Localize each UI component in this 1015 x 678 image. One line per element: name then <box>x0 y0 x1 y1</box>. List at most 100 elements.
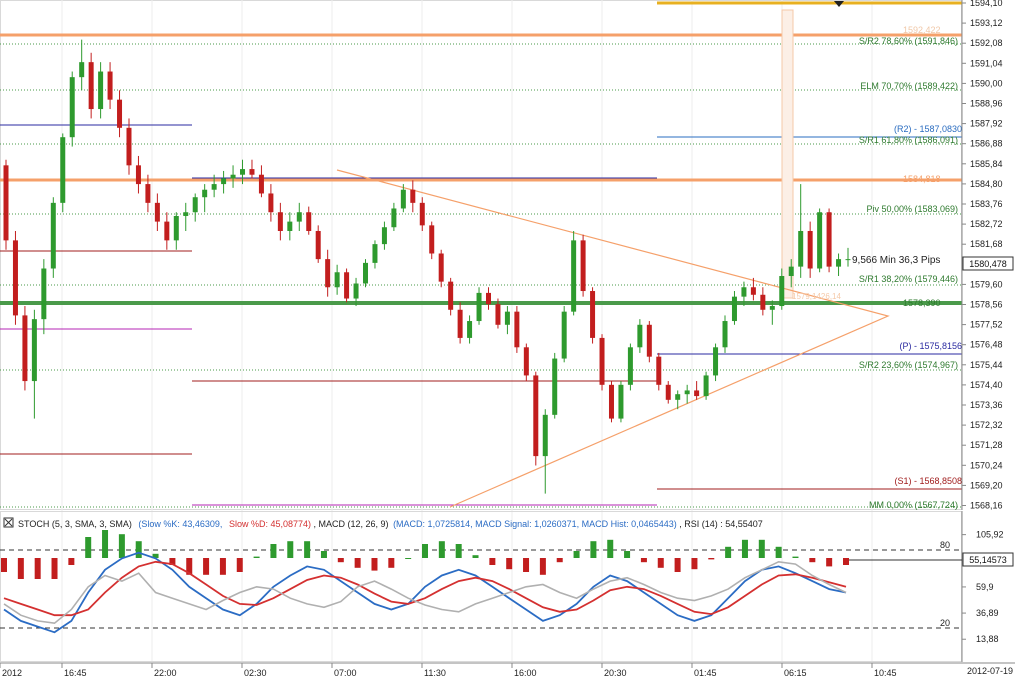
candle-body[interactable] <box>788 266 794 277</box>
candle-body[interactable] <box>476 292 482 322</box>
candle-body[interactable] <box>703 375 709 397</box>
candle-body[interactable] <box>684 390 690 395</box>
candle-body[interactable] <box>50 202 56 269</box>
candle-body[interactable] <box>315 230 321 260</box>
candle-body[interactable] <box>296 212 302 222</box>
candle-body[interactable] <box>590 291 596 338</box>
macd-hist-bar <box>1 558 7 572</box>
candle-body[interactable] <box>164 221 170 241</box>
candle-body[interactable] <box>760 294 766 310</box>
candle-body[interactable] <box>552 358 558 415</box>
candle-body[interactable] <box>31 319 37 382</box>
candle-body[interactable] <box>457 309 463 338</box>
candle-body[interactable] <box>731 296 737 322</box>
candle-body[interactable] <box>514 311 520 348</box>
candle-body[interactable] <box>325 259 331 288</box>
candle-body[interactable] <box>107 71 113 100</box>
triangle-pattern[interactable] <box>336 169 890 508</box>
candle-body[interactable] <box>618 384 624 419</box>
candle-body[interactable] <box>485 292 491 305</box>
rsi-line[interactable] <box>3 560 847 625</box>
candle-body[interactable] <box>249 169 255 175</box>
candle-body[interactable] <box>221 178 227 185</box>
candle-body[interactable] <box>410 189 416 203</box>
candle-body[interactable] <box>192 197 198 213</box>
candle-body[interactable] <box>381 227 387 245</box>
candle-body[interactable] <box>173 215 179 241</box>
candle-body[interactable] <box>448 281 454 310</box>
candle-body[interactable] <box>117 99 123 128</box>
candle-body[interactable] <box>599 337 605 385</box>
macd-line[interactable] <box>3 551 847 634</box>
candle-body[interactable] <box>135 165 141 185</box>
candle-body[interactable] <box>533 375 539 457</box>
candle-body[interactable] <box>353 283 359 299</box>
candle-body[interactable] <box>287 221 293 231</box>
candle-body[interactable] <box>571 240 577 312</box>
candle-body[interactable] <box>154 202 160 222</box>
candle-body[interactable] <box>675 394 681 400</box>
candle-body[interactable] <box>126 127 132 166</box>
candle-body[interactable] <box>211 184 217 190</box>
candle-body[interactable] <box>561 311 567 359</box>
osc-current-box[interactable] <box>962 552 1014 567</box>
candle-body[interactable] <box>836 259 842 267</box>
current-price-box[interactable] <box>962 256 1014 271</box>
candle-body[interactable] <box>419 202 425 226</box>
candle-body[interactable] <box>467 321 473 338</box>
candle-body[interactable] <box>277 212 283 231</box>
candle-body[interactable] <box>798 230 804 267</box>
candle-body[interactable] <box>12 240 18 316</box>
candle-body[interactable] <box>69 77 75 138</box>
candle-body[interactable] <box>145 184 151 203</box>
candle-body[interactable] <box>372 244 378 263</box>
candle-body[interactable] <box>826 212 832 267</box>
candle-body[interactable] <box>202 189 208 198</box>
candle-body[interactable] <box>523 347 529 376</box>
candle-body[interactable] <box>646 324 652 357</box>
candle-body[interactable] <box>363 262 369 284</box>
candle-body[interactable] <box>750 287 756 295</box>
candle-body[interactable] <box>183 212 189 216</box>
candle-body[interactable] <box>88 62 94 110</box>
candle-body[interactable] <box>495 304 501 325</box>
candle-body[interactable] <box>656 356 662 385</box>
candle-body[interactable] <box>258 174 264 194</box>
candle-body[interactable] <box>438 253 444 282</box>
candle-body[interactable] <box>79 62 85 78</box>
candle-body[interactable] <box>60 137 66 203</box>
candle-body[interactable] <box>608 384 614 419</box>
candle-body[interactable] <box>268 193 274 213</box>
candle-body[interactable] <box>306 212 312 231</box>
candle-body[interactable] <box>391 208 397 228</box>
candle-body[interactable] <box>400 189 406 209</box>
candle-body[interactable] <box>722 321 728 348</box>
candle-body[interactable] <box>694 390 700 397</box>
signal-line[interactable] <box>3 560 847 617</box>
candle-body[interactable] <box>741 287 747 297</box>
candle-body[interactable] <box>542 414 548 457</box>
candle-body[interactable] <box>807 230 813 269</box>
candle-body[interactable] <box>429 225 435 254</box>
candle-body[interactable] <box>344 272 350 299</box>
candle-body[interactable] <box>637 324 643 348</box>
candle-body[interactable] <box>22 315 28 382</box>
candle-body[interactable] <box>817 212 823 269</box>
candle-body[interactable] <box>845 259 851 261</box>
candle-body[interactable] <box>334 272 340 288</box>
candle-body[interactable] <box>41 268 47 320</box>
candle-body[interactable] <box>580 240 586 292</box>
alert-marker[interactable] <box>834 1 844 7</box>
candle-body[interactable] <box>3 165 9 241</box>
candle-body[interactable] <box>230 174 236 179</box>
candle-body[interactable] <box>779 276 785 307</box>
candle-body[interactable] <box>713 347 719 376</box>
candle-body[interactable] <box>98 71 104 110</box>
candle-body[interactable] <box>627 347 633 385</box>
candle-body[interactable] <box>504 311 510 325</box>
candle-body[interactable] <box>240 169 246 175</box>
highlight-box[interactable] <box>781 9 794 299</box>
candle-body[interactable] <box>769 306 775 310</box>
candle-body[interactable] <box>665 384 671 400</box>
